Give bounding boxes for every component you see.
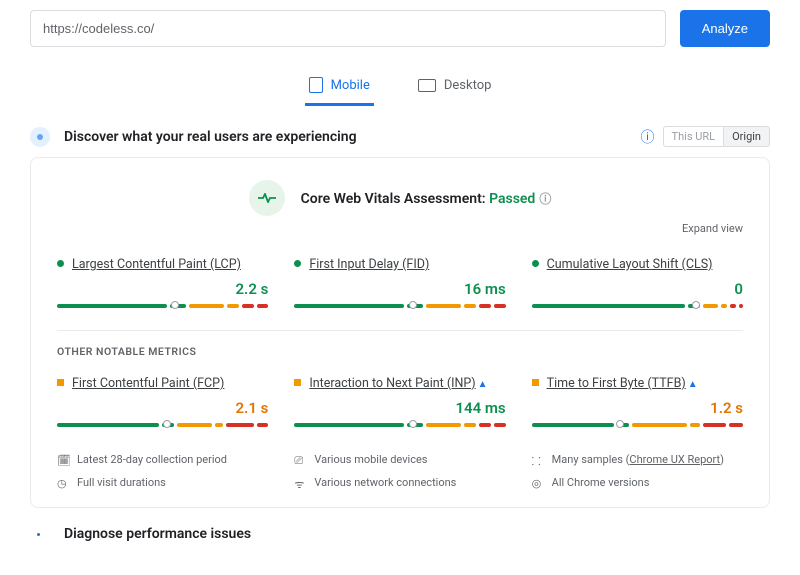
analyze-button[interactable]: Analyze [680, 10, 770, 47]
scope-this-url[interactable]: This URL [663, 126, 724, 147]
metric-name[interactable]: Cumulative Layout Shift (CLS) [547, 257, 713, 272]
metric-name[interactable]: Interaction to Next Paint (INP) [309, 376, 475, 391]
status-square [57, 379, 64, 386]
pulse-icon [249, 180, 285, 216]
metric-value: 2.2 s [57, 280, 268, 298]
metric-value: 144 ms [294, 399, 505, 417]
diagnose-title: Diagnose performance issues [64, 526, 770, 542]
foot-duration: ◷Full visit durations [57, 476, 268, 489]
foot-samples: ⸬Many samples (Chrome UX Report) [532, 453, 743, 466]
metric: Time to First Byte (TTFB)▲ 1.2 s [532, 372, 743, 427]
metric: First Contentful Paint (FCP) 2.1 s [57, 372, 268, 427]
help-icon[interactable]: ⓘ [539, 192, 551, 206]
tab-desktop[interactable]: Desktop [414, 69, 496, 106]
status-dot [294, 260, 301, 267]
foot-devices: ⎚Various mobile devices [294, 453, 505, 466]
metric-bar [532, 304, 743, 308]
metric-value: 16 ms [294, 280, 505, 298]
vitals-card: Core Web Vitals Assessment: Passedⓘ Expa… [30, 157, 770, 508]
desktop-icon [418, 79, 436, 92]
info-icon[interactable]: ⓘ [641, 127, 655, 147]
metric-name[interactable]: First Contentful Paint (FCP) [72, 376, 224, 391]
metric: First Input Delay (FID) 16 ms [294, 253, 505, 308]
metric-caret-icon: ▲ [478, 379, 488, 390]
scope-origin[interactable]: Origin [723, 126, 770, 147]
discover-title: Discover what your real users are experi… [64, 129, 641, 145]
status-square [294, 379, 301, 386]
url-input[interactable] [30, 10, 666, 47]
metric: Interaction to Next Paint (INP)▲ 144 ms [294, 372, 505, 427]
mobile-icon [309, 77, 323, 93]
metric-bar [294, 423, 505, 427]
assessment-label: Core Web Vitals Assessment: Passedⓘ [301, 190, 552, 207]
metric-value: 1.2 s [532, 399, 743, 417]
expand-view-link[interactable]: Expand view [57, 222, 743, 235]
crux-link[interactable]: Chrome UX Report [629, 453, 720, 466]
device-tabs: Mobile Desktop [30, 69, 770, 106]
status-dot [57, 260, 64, 267]
other-metrics-heading: OTHER NOTABLE METRICS [57, 345, 743, 358]
discover-icon [30, 127, 50, 147]
tab-label: Desktop [444, 78, 492, 93]
metric: Cumulative Layout Shift (CLS) 0 [532, 253, 743, 308]
metric-bar [57, 304, 268, 308]
diagnose-icon [30, 526, 46, 542]
metric-bar [57, 423, 268, 427]
metric-name[interactable]: Time to First Byte (TTFB) [547, 376, 686, 391]
metric: Largest Contentful Paint (LCP) 2.2 s [57, 253, 268, 308]
foot-period: 🗓Latest 28-day collection period [57, 453, 268, 466]
metric-bar [294, 304, 505, 308]
metric-bar [532, 423, 743, 427]
status-dot [532, 260, 539, 267]
metric-value: 0 [532, 280, 743, 298]
status-square [532, 379, 539, 386]
metric-name[interactable]: Largest Contentful Paint (LCP) [72, 257, 241, 272]
tab-label: Mobile [331, 78, 370, 93]
metric-name[interactable]: First Input Delay (FID) [309, 257, 429, 272]
foot-chrome: ◎All Chrome versions [532, 476, 743, 489]
foot-network: ᯤVarious network connections [294, 476, 505, 489]
metric-caret-icon: ▲ [688, 379, 698, 390]
tab-mobile[interactable]: Mobile [305, 69, 374, 106]
metric-value: 2.1 s [57, 399, 268, 417]
